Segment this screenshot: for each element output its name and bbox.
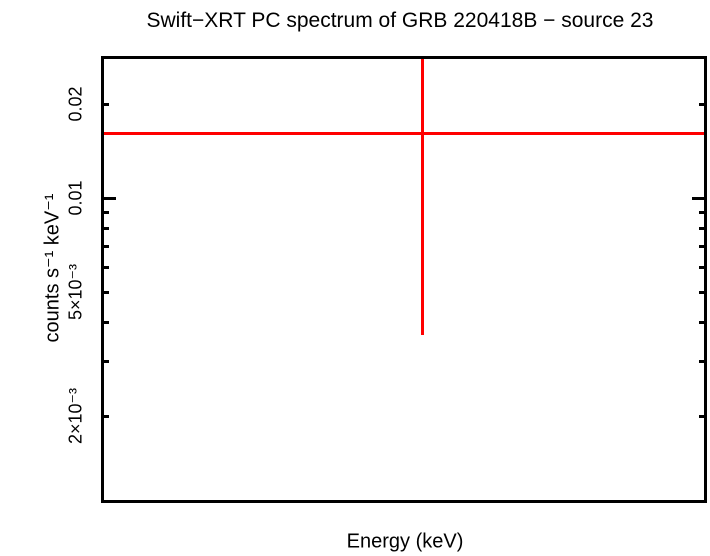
- y-axis-tick: [104, 102, 109, 106]
- y-axis-tick: [699, 265, 704, 269]
- y-tick-label: 5×10⁻³: [65, 264, 86, 321]
- y-axis-tick: [699, 320, 704, 324]
- y-axis-tick: [104, 245, 109, 249]
- y-axis-tick: [699, 414, 704, 418]
- x-axis-label: Energy (keV): [346, 530, 464, 553]
- y-axis-tick: [699, 226, 704, 230]
- y-axis-tick: [699, 359, 704, 363]
- y-axis-label: counts s⁻¹ keV⁻¹: [41, 193, 64, 343]
- error-bar-vertical: [420, 59, 424, 335]
- y-axis-tick: [699, 102, 704, 106]
- y-tick-label: 0.02: [65, 86, 86, 122]
- y-axis-tick: [692, 196, 704, 200]
- y-axis-tick: [104, 359, 109, 363]
- y-axis-tick: [699, 210, 704, 214]
- y-axis-tick: [104, 196, 116, 200]
- y-axis-tick: [104, 210, 109, 214]
- error-bar-horizontal: [104, 132, 704, 136]
- y-axis-tick: [699, 245, 704, 249]
- y-axis-tick: [104, 265, 109, 269]
- y-tick-label: 2×10⁻³: [65, 388, 86, 445]
- chart-title: Swift−XRT PC spectrum of GRB 220418B − s…: [146, 9, 654, 32]
- y-axis-tick: [104, 414, 109, 418]
- plot-frame: [101, 56, 707, 503]
- y-axis-tick: [104, 320, 109, 324]
- y-axis-tick: [699, 290, 704, 294]
- y-tick-label: 0.01: [65, 180, 86, 216]
- y-axis-tick: [104, 290, 109, 294]
- y-axis-tick: [104, 226, 109, 230]
